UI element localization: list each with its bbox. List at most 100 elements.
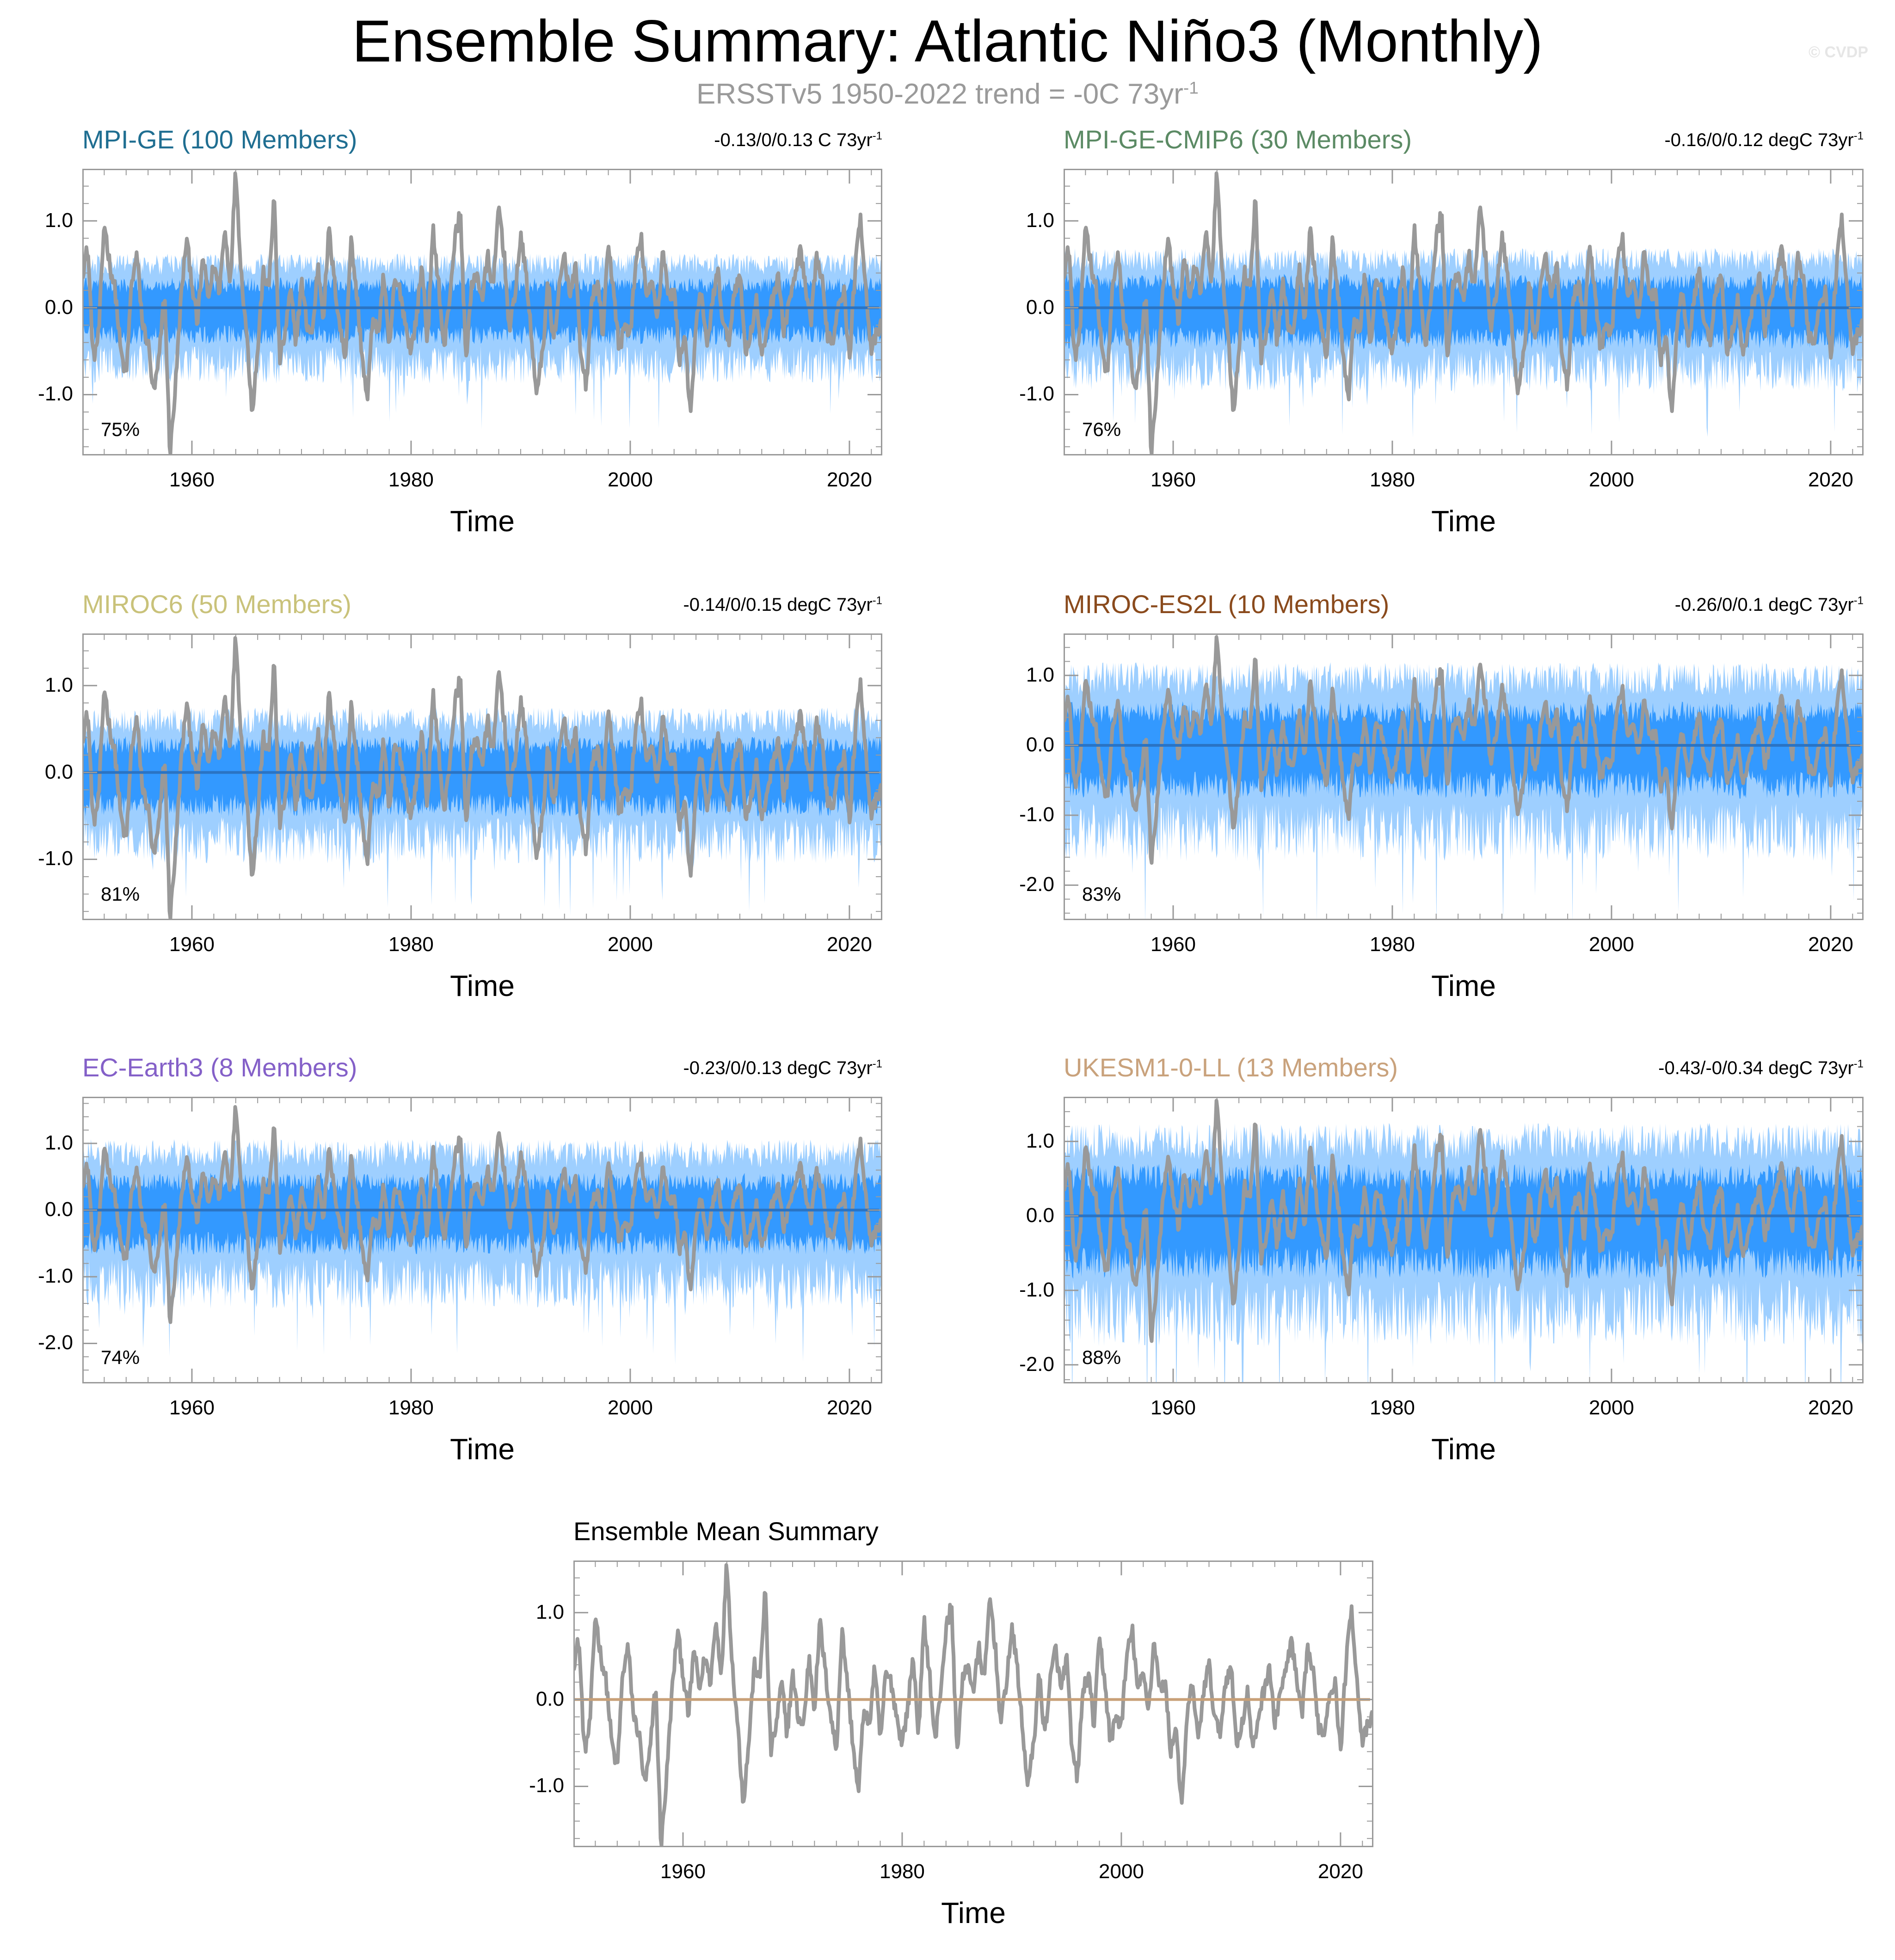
y-tick-label: -1.0 — [1019, 803, 1054, 826]
trend-range-label: -0.43/-0/0.34 degC 73yr-1 — [1540, 1058, 1864, 1079]
x-tick-label: 2000 — [1588, 1396, 1634, 1419]
x-tick-label: 2000 — [607, 1396, 653, 1419]
panel-title: UKESM1-0-LL (13 Members) — [1064, 1053, 1398, 1082]
trend-range-superscript: -1 — [872, 129, 882, 142]
percent-label: 75% — [101, 418, 140, 440]
subtitle-text: ERSSTv5 1950-2022 trend = -0C 73yr — [696, 78, 1183, 110]
x-tick-label: 2020 — [826, 468, 872, 491]
x-axis-title: Time — [450, 969, 515, 1002]
percent-label: 83% — [1082, 883, 1121, 905]
trend-range-label: -0.13/0/0.13 C 73yr-1 — [559, 130, 882, 151]
panel-5-plot — [82, 1097, 882, 1383]
trend-range-superscript: -1 — [872, 594, 882, 607]
panel-title: Ensemble Mean Summary — [573, 1517, 879, 1546]
panel-frame — [1064, 1097, 1864, 1383]
y-tick-label: -1.0 — [529, 1774, 564, 1797]
x-tick-label: 1980 — [388, 1396, 434, 1419]
trend-range-superscript: -1 — [1853, 129, 1864, 142]
panel-frame — [82, 633, 882, 920]
panel-7-plot — [573, 1561, 1373, 1847]
trend-range-superscript: -1 — [1853, 594, 1864, 607]
panel-title: MPI-GE (100 Members) — [82, 125, 357, 154]
x-tick-label: 1980 — [1370, 933, 1415, 956]
panel-frame — [82, 169, 882, 455]
y-tick-label: 1.0 — [1026, 209, 1054, 232]
x-tick-label: 1960 — [169, 1396, 215, 1419]
x-tick-label: 2000 — [607, 933, 653, 956]
spread-band-inner — [82, 736, 882, 817]
x-axis-title: Time — [1431, 1432, 1496, 1466]
y-tick-label: -1.0 — [38, 847, 73, 870]
trend-range-text: -0.26/0/0.1 degC 73yr — [1674, 595, 1854, 615]
trend-range-text: -0.43/-0/0.34 degC 73yr — [1658, 1058, 1854, 1078]
x-axis-title: Time — [450, 1432, 515, 1466]
x-tick-label: 1980 — [880, 1860, 925, 1883]
x-tick-label: 1960 — [660, 1860, 706, 1883]
percent-label: 76% — [1082, 418, 1121, 440]
percent-label: 74% — [101, 1346, 140, 1368]
y-tick-label: -1.0 — [38, 1265, 73, 1288]
x-tick-label: 2000 — [1098, 1860, 1144, 1883]
x-axis-title: Time — [450, 504, 515, 538]
x-tick-label: 2020 — [1808, 468, 1853, 491]
x-axis-title: Time — [1431, 969, 1496, 1002]
x-tick-label: 1980 — [1370, 468, 1415, 491]
x-tick-label: 1960 — [1151, 1396, 1196, 1419]
panel-1-plot — [82, 169, 882, 455]
x-tick-label: 2020 — [826, 1396, 872, 1419]
x-tick-label: 1980 — [388, 933, 434, 956]
y-tick-label: 1.0 — [1026, 663, 1054, 686]
panel-3-plot — [82, 633, 882, 920]
y-tick-label: 0.0 — [1026, 295, 1054, 319]
y-tick-label: -2.0 — [38, 1331, 73, 1354]
observed-series-line — [82, 1105, 882, 1324]
y-tick-label: 0.0 — [1026, 733, 1054, 756]
y-tick-label: -1.0 — [38, 382, 73, 406]
trend-range-text: -0.14/0/0.15 degC 73yr — [683, 595, 873, 615]
y-tick-label: -1.0 — [1019, 382, 1054, 406]
observed-series-line — [1064, 635, 1864, 865]
observed-series-line — [1064, 171, 1864, 455]
spread-band-inner — [82, 277, 882, 345]
y-tick-label: 1.0 — [44, 209, 73, 232]
x-tick-label: 1960 — [169, 933, 215, 956]
panel-frame — [573, 1561, 1373, 1847]
trend-range-superscript: -1 — [1853, 1057, 1864, 1070]
panel-title: MPI-GE-CMIP6 (30 Members) — [1064, 125, 1412, 154]
trend-range-label: -0.26/0/0.1 degC 73yr-1 — [1540, 595, 1864, 615]
percent-label: 88% — [1082, 1346, 1121, 1368]
y-tick-label: 0.0 — [44, 1198, 73, 1221]
x-tick-label: 1980 — [388, 468, 434, 491]
panel-2-plot — [1064, 169, 1864, 455]
trend-range-label: -0.14/0/0.15 degC 73yr-1 — [559, 595, 882, 615]
x-axis-title: Time — [1431, 504, 1496, 538]
figure-subtitle: ERSSTv5 1950-2022 trend = -0C 73yr-1 — [0, 78, 1895, 111]
panel-title: MIROC-ES2L (10 Members) — [1064, 590, 1390, 619]
x-tick-label: 2020 — [1317, 1860, 1363, 1883]
panel-frame — [82, 1097, 882, 1383]
y-tick-label: 0.0 — [1026, 1204, 1054, 1227]
x-tick-label: 1980 — [1370, 1396, 1415, 1419]
spread-band-inner — [1064, 274, 1863, 349]
y-tick-label: -2.0 — [1019, 1352, 1054, 1376]
trend-range-label: -0.16/0/0.12 degC 73yr-1 — [1540, 130, 1864, 151]
x-axis-title: Time — [941, 1896, 1006, 1929]
y-tick-label: 1.0 — [44, 1131, 73, 1154]
observed-series-line — [82, 171, 882, 455]
y-tick-label: 0.0 — [44, 760, 73, 783]
y-tick-label: -1.0 — [1019, 1278, 1054, 1301]
y-tick-label: 0.0 — [535, 1687, 564, 1710]
x-tick-label: 2000 — [1588, 933, 1634, 956]
x-tick-label: 1960 — [169, 468, 215, 491]
y-tick-label: 1.0 — [44, 673, 73, 696]
y-tick-label: -2.0 — [1019, 873, 1054, 896]
panel-title: EC-Earth3 (8 Members) — [82, 1053, 357, 1082]
y-tick-label: 1.0 — [535, 1600, 564, 1623]
observed-series-line — [573, 1563, 1373, 1847]
cvdp-watermark: © CVDP — [1809, 43, 1868, 61]
x-tick-label: 2000 — [607, 468, 653, 491]
x-tick-label: 2020 — [826, 933, 872, 956]
x-tick-label: 2020 — [1808, 1396, 1853, 1419]
panel-frame — [1064, 169, 1864, 455]
